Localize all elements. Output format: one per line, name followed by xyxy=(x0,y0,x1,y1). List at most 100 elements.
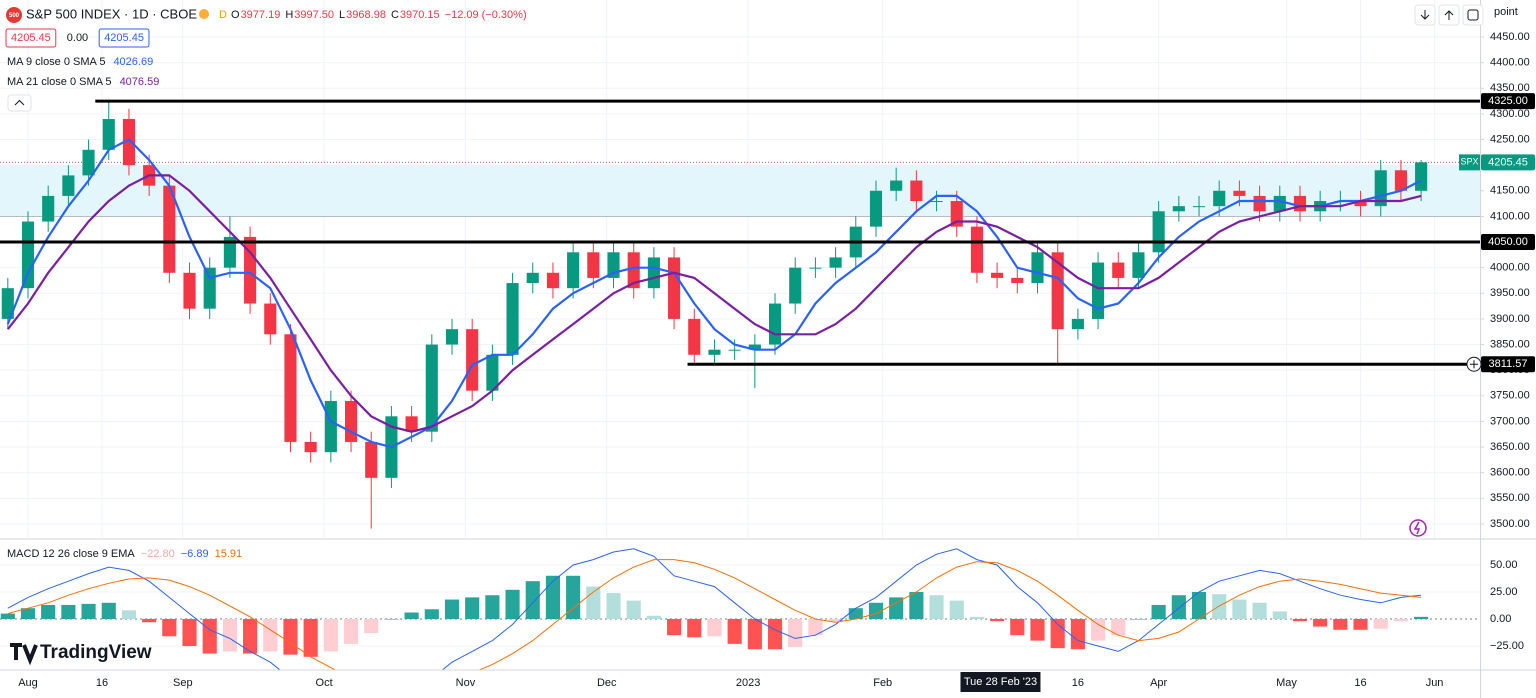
candle-body xyxy=(1354,201,1367,207)
study-name: MA 21 close 0 SMA 5 xyxy=(7,76,112,88)
price-box-value: 4205.45 xyxy=(104,32,144,44)
candle-body xyxy=(910,180,923,202)
macd-histogram-bar xyxy=(667,618,682,636)
candle-body xyxy=(587,252,600,278)
symbol-tag-box xyxy=(1459,154,1480,171)
logo-text: 500 xyxy=(9,13,20,19)
market-icon xyxy=(199,9,209,19)
macd-histogram-bar xyxy=(1414,616,1429,619)
study-value: 4026.69 xyxy=(113,56,153,68)
candle-body xyxy=(546,272,559,289)
candle-body xyxy=(1011,277,1024,284)
symbol-title[interactable]: S&P 500 INDEX · 1D · CBOE xyxy=(26,6,197,21)
macd-histogram-bar xyxy=(222,618,237,652)
crosshair-date-box xyxy=(960,672,1041,692)
x-tick-label: Nov xyxy=(456,677,476,689)
axes: 3500.00 3550.00 3600.00 3650.00 3700.00 3750.… xyxy=(18,6,1535,692)
icon xyxy=(1470,360,1478,369)
ohlc-value: 3968.98 xyxy=(346,9,386,21)
icon xyxy=(1467,9,1479,21)
macd-histogram-bar xyxy=(142,618,157,623)
ohlc-key: L xyxy=(339,9,345,21)
candle-body xyxy=(122,119,136,166)
y-tick-label: 4150.00 xyxy=(1490,185,1530,197)
candle-body xyxy=(1192,206,1206,208)
candle-body xyxy=(768,303,782,345)
candle-body xyxy=(1071,318,1084,330)
ohlc-legend: O 3977.19 H 3997.50 L 3968.98 C 3970.15 −12.09 (… xyxy=(231,9,527,21)
price-box[interactable] xyxy=(5,28,57,48)
macd-histogram-bar xyxy=(81,603,96,619)
macd-histogram-bar xyxy=(364,618,379,634)
last-price-label: 4205.45 xyxy=(1488,156,1528,168)
candle-body xyxy=(708,349,721,355)
macd-histogram-bar xyxy=(444,599,460,619)
candle-body xyxy=(223,236,236,268)
brand-logo xyxy=(10,643,38,666)
brand[interactable]: TradingView xyxy=(40,642,152,663)
candle-body xyxy=(647,257,660,289)
macd-histogram-bar xyxy=(20,608,36,619)
candle-body xyxy=(21,221,35,289)
candle-body xyxy=(1,288,14,319)
macd-histogram-bar xyxy=(909,591,924,619)
x-tick-label: 16 xyxy=(1354,677,1366,689)
x-tick-label: 2023 xyxy=(736,677,760,689)
icon xyxy=(1444,10,1454,20)
macd-histogram-bar xyxy=(283,618,298,655)
macd-histogram-bar xyxy=(485,595,500,619)
macd-histogram-bar xyxy=(1030,618,1045,641)
macd-histogram-bar xyxy=(788,618,803,648)
macd-histogram-bar xyxy=(1373,618,1388,629)
macd-histogram-bar xyxy=(1333,618,1348,630)
macd-histogram-bar xyxy=(1252,602,1267,619)
candle-body xyxy=(1152,211,1165,253)
price-box[interactable] xyxy=(98,28,150,48)
y-tick-label: 3550.00 xyxy=(1490,492,1530,504)
macd-histogram-bar xyxy=(121,610,137,619)
ohlc-change: −12.09 (−0.30%) xyxy=(445,9,527,21)
macd-histogram-bar xyxy=(1272,611,1287,619)
candle-body xyxy=(627,252,640,289)
macd-pane xyxy=(0,548,1480,670)
candle-body xyxy=(445,329,459,345)
x-tick-label: Dec xyxy=(597,677,617,689)
macd-histogram-bar xyxy=(969,616,984,619)
macd-tick-label: 0.00 xyxy=(1490,613,1511,625)
candle-body xyxy=(526,272,539,284)
y-tick-label: 4100.00 xyxy=(1490,210,1530,222)
candle-body xyxy=(82,149,95,176)
candle-body xyxy=(1092,262,1105,319)
alert-button[interactable] xyxy=(1409,519,1427,537)
interval-badge: D xyxy=(219,9,227,21)
macd-histogram-bar xyxy=(101,602,116,619)
x-tick-label: Jun xyxy=(1426,677,1444,689)
macd-histogram-bar xyxy=(687,618,702,638)
candle-body xyxy=(203,267,216,309)
level-label-box xyxy=(1481,93,1535,110)
level-label-box xyxy=(1481,356,1535,373)
candle-body xyxy=(869,190,883,227)
candle-body xyxy=(1051,252,1064,330)
y-tick-label: 3750.00 xyxy=(1490,390,1530,402)
candle-body xyxy=(950,201,963,227)
candle-body xyxy=(344,400,358,442)
candle-body xyxy=(506,283,519,355)
macd-histogram-bar xyxy=(61,604,76,619)
candle-body xyxy=(1213,190,1226,207)
ohlc-value: 3997.50 xyxy=(294,9,334,21)
macd-histogram-bar xyxy=(1353,618,1368,630)
button-reset[interactable] xyxy=(1462,4,1484,26)
candle-body xyxy=(102,119,115,150)
x-tick-label: Sep xyxy=(173,677,193,689)
macd-tick-label: 25.00 xyxy=(1490,586,1518,598)
symbol-tag: SPX xyxy=(1460,157,1478,167)
price-box-value: 4205.45 xyxy=(11,32,51,44)
macd-histogram-bar xyxy=(465,597,480,619)
y-tick-label: 3650.00 xyxy=(1490,441,1530,453)
ohlc-value: 3977.19 xyxy=(241,9,281,21)
collapse-button[interactable] xyxy=(7,94,32,112)
macd-histogram-bar xyxy=(990,618,1005,622)
